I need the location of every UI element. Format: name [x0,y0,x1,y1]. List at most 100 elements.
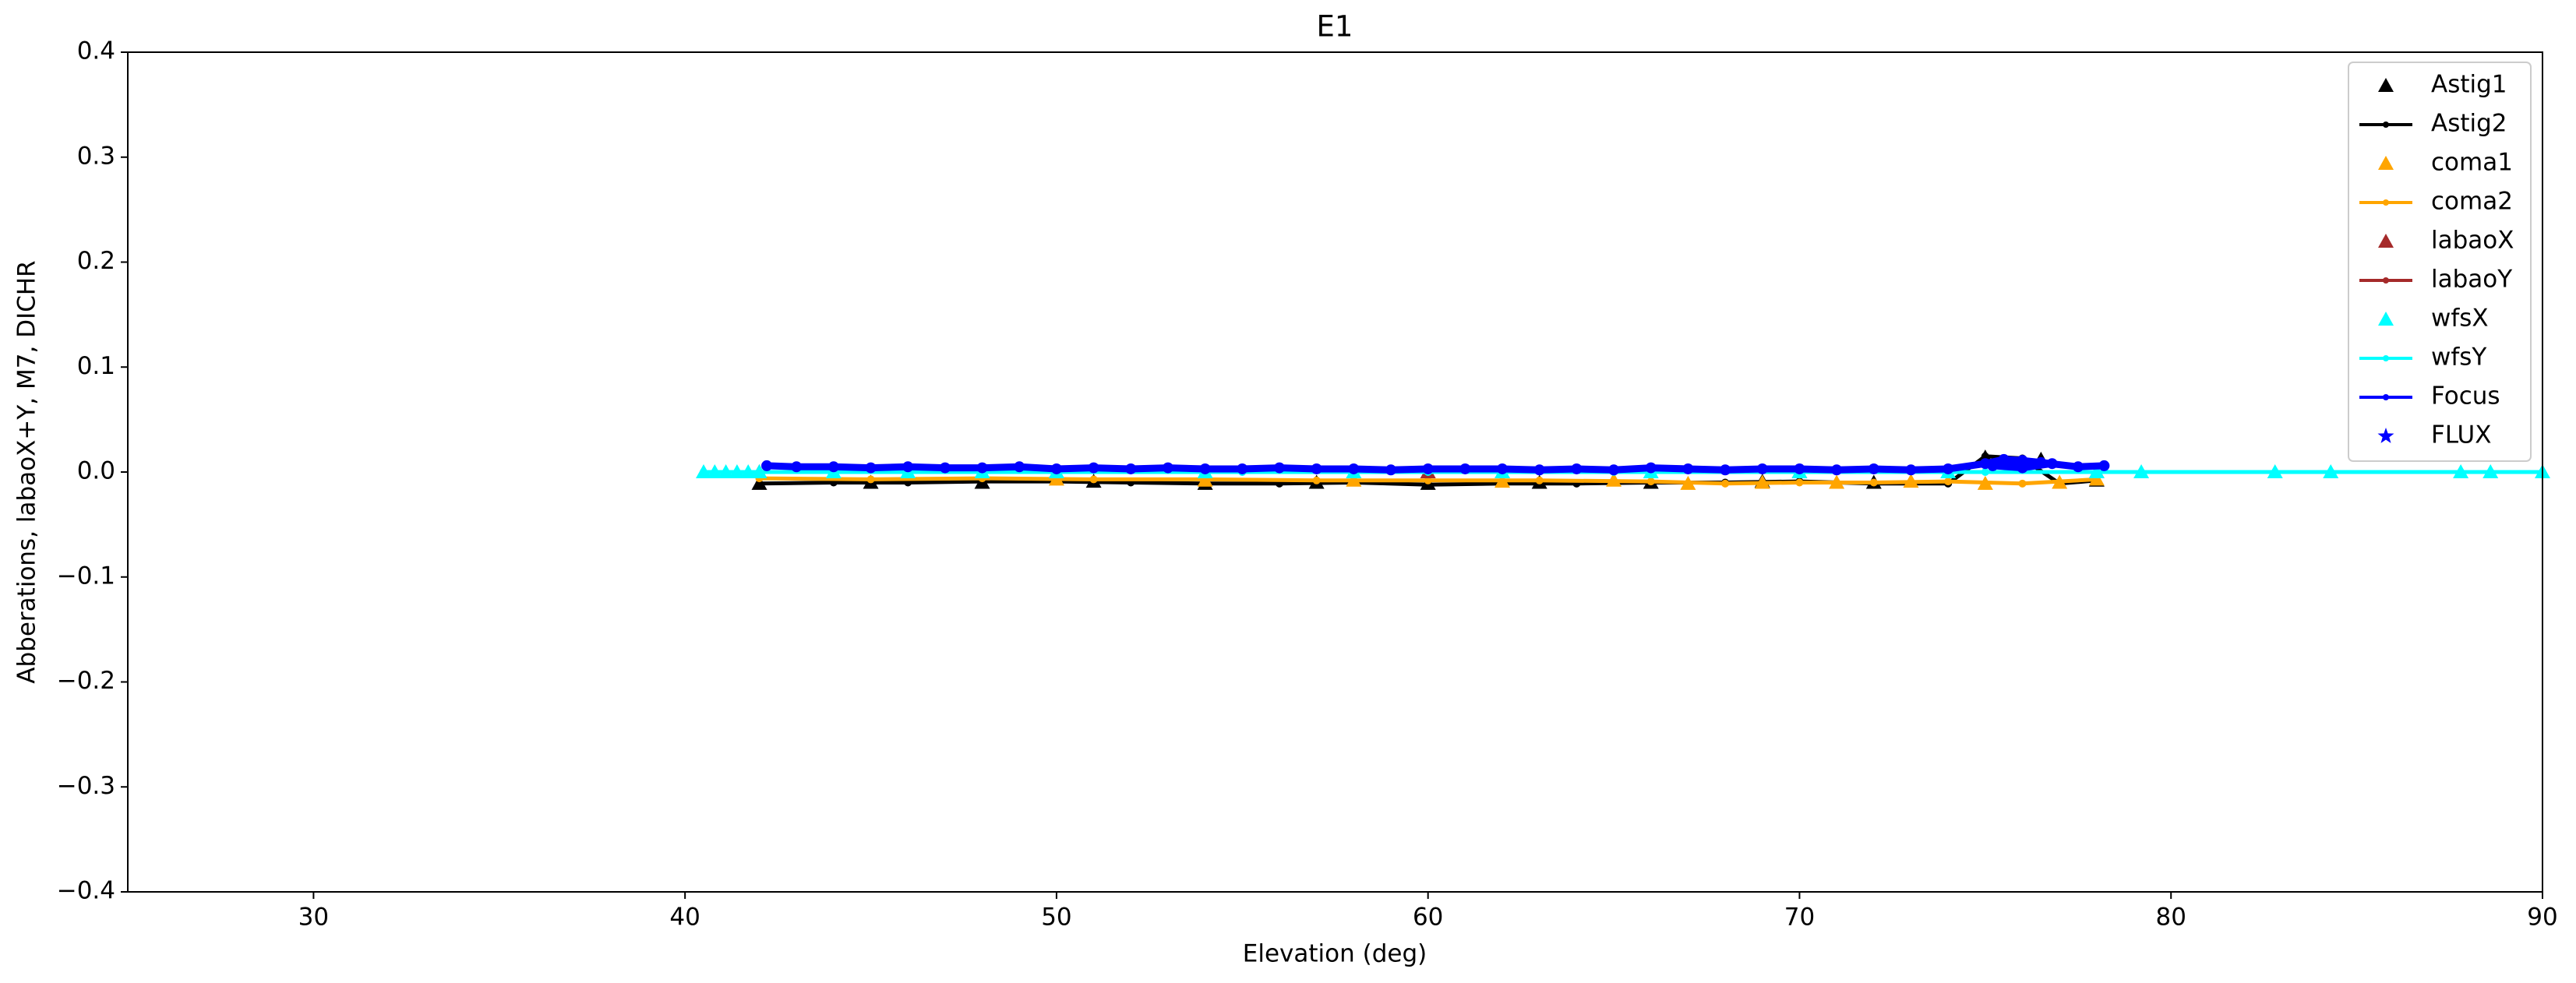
legend-label: Astig2 [2431,110,2507,138]
legend-label: labaoY [2431,266,2512,294]
dot-marker [1088,462,1099,474]
x-tick-label: 70 [1784,904,1815,932]
y-tick-label: −0.3 [57,772,115,800]
dot-marker [2035,456,2047,468]
triangle-marker [2378,234,2394,248]
legend: Astig1 Astig2 coma1 coma2 labaoX labaoY wfsX wf… [2348,62,2532,462]
dot-marker [761,460,773,471]
dot-marker [976,462,988,474]
dot-marker [1998,453,2010,465]
dot-marker [1162,462,1173,474]
legend-label: wfsY [2431,344,2486,372]
x-tick-label: 90 [2527,904,2557,932]
dot-marker [2457,468,2465,476]
dot-marker [1721,479,1730,488]
y-tick-label: 0.2 [77,247,115,275]
dot-marker [1868,463,1879,474]
dot-marker [2092,468,2101,476]
dot-marker [1756,463,1768,474]
dot-marker [2046,458,2058,470]
dot-marker [1794,463,1805,474]
dot-marker [1422,463,1434,474]
dot-marker [1571,463,1583,474]
dot-marker [1981,468,1989,476]
x-tick-label: 50 [1041,904,1071,932]
dot-marker [1014,461,1025,473]
y-tick-label: 0.3 [77,142,115,170]
dot-marker [2383,122,2389,128]
dot-marker [866,475,875,484]
dot-marker [1237,463,1248,474]
dot-marker [1459,463,1471,474]
star-marker [2377,428,2394,443]
legend-label: Focus [2431,382,2500,410]
y-tick-label: −0.1 [57,562,115,590]
dot-marker [1050,463,1062,474]
x-tick-label: 60 [1413,904,1443,932]
dot-marker [2017,462,2028,474]
dot-marker [1533,464,1545,476]
y-tick-label: −0.2 [57,667,115,695]
dot-marker [1385,464,1397,476]
dot-marker [1311,463,1322,474]
dot-marker [2383,199,2389,206]
dot-marker [791,461,803,473]
legend-label: FLUX [2431,421,2492,449]
dot-marker [2073,461,2084,473]
legend-label: coma2 [2431,188,2513,216]
plot-area [695,449,2550,490]
dot-marker [2098,460,2110,471]
legend-label: coma1 [2431,149,2513,177]
dot-marker [1312,476,1321,484]
dot-marker [1199,463,1211,474]
triangle-marker [2378,78,2394,92]
dot-marker [755,468,764,476]
dot-marker [699,468,708,476]
dot-marker [2018,479,2027,488]
dot-marker [1943,463,1954,474]
x-tick-label: 40 [669,904,700,932]
dot-marker [902,461,914,473]
chart-title: E1 [1317,10,1353,44]
dot-marker [2383,355,2389,361]
x-tick-label: 30 [298,904,329,932]
dot-marker [1905,464,1917,476]
dot-marker [2137,468,2146,476]
x-tick-label: 80 [2156,904,2186,932]
y-tick-label: 0.1 [77,352,115,380]
dot-marker [2383,394,2389,400]
dot-marker [2271,468,2279,476]
y-tick-label: −0.4 [57,877,115,905]
dot-marker [1720,464,1731,476]
dot-marker [1089,475,1098,484]
dot-marker [1981,452,1989,460]
y-tick-label: 0.4 [77,37,115,65]
triangle-marker [2378,156,2394,170]
dot-marker [1987,460,1999,471]
dot-marker [827,461,839,473]
dot-marker [1535,476,1544,484]
legend-label: Astig1 [2431,71,2507,99]
dot-marker [2327,468,2335,476]
dot-marker [1831,464,1843,476]
dot-marker [2383,277,2389,284]
legend-label: labaoX [2431,227,2514,255]
dot-marker [1125,463,1137,474]
dot-marker [1646,477,1655,486]
dot-marker [1348,463,1360,474]
dot-marker [1273,462,1285,474]
dot-marker [1497,463,1509,474]
dot-marker [1682,463,1694,474]
dot-marker [865,462,877,474]
dot-marker [2486,468,2495,476]
dot-marker [1608,464,1620,476]
dot-marker [1795,478,1804,487]
dot-marker [1869,478,1878,487]
triangle-marker [2378,312,2394,326]
dot-marker [1645,462,1657,474]
legend-box [2348,62,2532,462]
dot-marker [1424,476,1432,484]
y-tick-label: 0.0 [77,457,115,485]
